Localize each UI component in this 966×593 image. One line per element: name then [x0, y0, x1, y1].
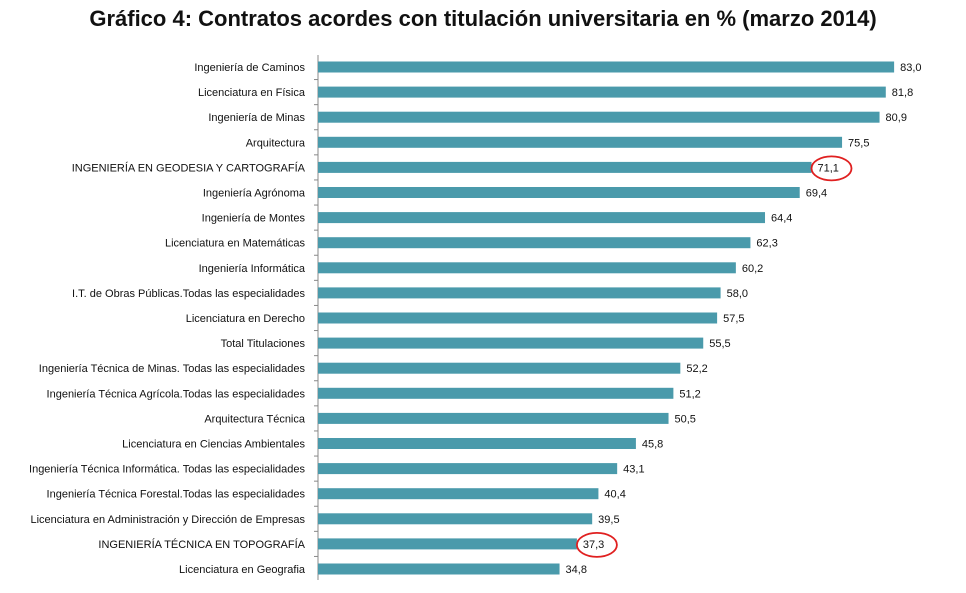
category-label: Licenciatura en Geografia [179, 564, 306, 576]
data-label: 62,3 [756, 238, 777, 250]
data-label: 43,1 [623, 464, 644, 476]
category-label: Total Titulaciones [221, 338, 306, 350]
bar [318, 136, 843, 148]
category-label: Licenciatura en Derecho [186, 313, 305, 325]
data-label: 40,4 [604, 489, 625, 501]
bar [318, 563, 560, 575]
data-label: 60,2 [742, 263, 763, 275]
category-label: Ingeniería Técnica Forestal.Todas las es… [47, 489, 306, 501]
highlight-circle [810, 155, 853, 182]
category-label: Licenciatura en Ciencias Ambientales [122, 439, 305, 451]
bar [318, 362, 681, 374]
data-label: 37,3 [583, 539, 604, 551]
data-label: 80,9 [886, 112, 907, 124]
data-label: 57,5 [723, 313, 744, 325]
data-label: 50,5 [675, 413, 696, 425]
bar [318, 61, 895, 73]
highlight-circle [576, 532, 618, 558]
data-label: 71,1 [818, 162, 839, 174]
bar [318, 438, 636, 449]
bar [318, 161, 812, 173]
category-label: Ingeniería Técnica Agrícola.Todas las es… [47, 388, 306, 400]
data-label: 34,8 [566, 564, 587, 576]
data-label: 75,5 [848, 137, 869, 149]
category-label: Ingeniería Técnica de Minas. Todas las e… [39, 363, 306, 375]
category-label: Licenciatura en Administración y Direcci… [30, 514, 305, 526]
data-label: 81,8 [892, 87, 913, 99]
category-label: Ingeniería Agrónoma [203, 188, 306, 200]
chart-title: Gráfico 4: Contratos acordes con titulac… [89, 6, 877, 31]
category-label: INGENIERÍA TÉCNICA EN TOPOGRAFÍA [98, 538, 305, 551]
category-label: Ingeniería de Minas [208, 112, 305, 124]
data-label: 45,8 [642, 439, 663, 451]
bar [318, 337, 704, 349]
data-label: 69,4 [806, 188, 827, 200]
category-label: Arquitectura Técnica [204, 413, 306, 425]
bar [318, 187, 800, 198]
bar [318, 212, 766, 224]
bar [318, 463, 618, 475]
category-label: Ingeniería de Montes [202, 213, 306, 225]
category-label: Ingeniería de Caminos [194, 62, 305, 74]
bar [318, 513, 593, 525]
bar [318, 86, 886, 98]
category-label: Licenciatura en Matemáticas [165, 238, 306, 250]
data-label: 39,5 [598, 514, 619, 526]
bar [318, 538, 577, 550]
bar [318, 237, 751, 249]
data-label: 52,2 [686, 363, 707, 375]
category-label: Ingeniería Técnica Informática. Todas la… [29, 464, 305, 476]
bar [318, 312, 718, 324]
bar [318, 412, 669, 424]
bar [318, 387, 674, 399]
data-label: 55,5 [709, 338, 730, 350]
data-label: 83,0 [900, 62, 921, 74]
category-label: I.T. de Obras Públicas.Todas las especia… [72, 288, 305, 300]
category-label: INGENIERÍA EN GEODESIA Y CARTOGRAFÍA [72, 161, 306, 174]
category-label: Licenciatura en Física [198, 87, 306, 99]
category-label: Arquitectura [246, 137, 306, 149]
category-label: Ingeniería Informática [199, 263, 306, 275]
bar [318, 262, 736, 274]
bar [318, 111, 880, 123]
bar [318, 287, 721, 299]
data-label: 64,4 [771, 213, 792, 225]
data-label: 51,2 [679, 388, 700, 400]
data-label: 58,0 [727, 288, 748, 300]
bar [318, 488, 599, 500]
